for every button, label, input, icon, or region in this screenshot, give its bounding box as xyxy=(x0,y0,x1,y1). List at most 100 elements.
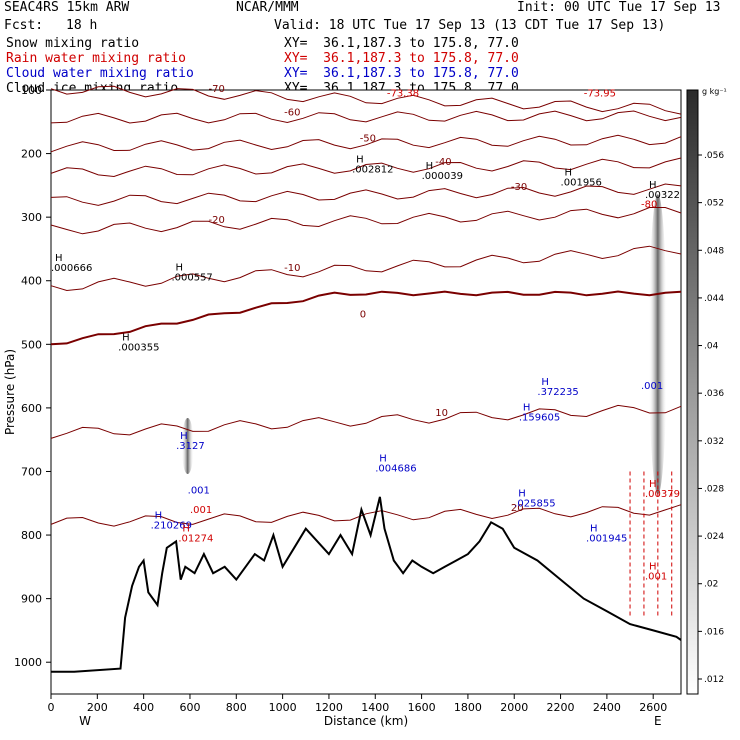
temp-contour--40 xyxy=(50,157,682,178)
cloud-water-max-label-4: .004686 xyxy=(375,463,416,474)
temp-label--10: -10 xyxy=(284,263,300,274)
rain-max-H-0: H xyxy=(182,523,190,534)
temp-contour--20 xyxy=(50,207,682,235)
cloud-water-max-H-0: H xyxy=(180,431,188,442)
temp-contour--60 xyxy=(50,110,682,124)
misc-label-2: .001 xyxy=(188,486,210,497)
misc-label-0: -73.38 xyxy=(387,88,419,99)
misc-label-4: .001 xyxy=(641,381,663,392)
cloud-water-max-H-2: H xyxy=(541,377,549,388)
cloud-water-max-H-1: H xyxy=(155,511,163,522)
x-tick-label-200: 200 xyxy=(87,701,108,714)
temp-label--50: -50 xyxy=(360,133,376,144)
misc-label-1: -73.95 xyxy=(584,88,616,99)
colorbar-unit: g kg⁻¹ xyxy=(702,87,727,96)
rain-max-H-2: H xyxy=(649,562,657,573)
y-axis-label: Pressure (hPa) xyxy=(3,349,17,435)
colorbar-label-11: .012 xyxy=(704,675,724,685)
field-xy-rain: XY= 36.1,187.3 to 175.8, 77.0 xyxy=(284,51,519,66)
x-tick-label-1400: 1400 xyxy=(361,701,389,714)
cloud-water-max-label-3: .159605 xyxy=(519,413,560,424)
cloud-water-max-label-1: .210269 xyxy=(151,521,192,532)
colorbar-label-1: .052 xyxy=(704,199,724,209)
x-tick-label-1600: 1600 xyxy=(408,701,436,714)
y-tick-label-1000: 1000 xyxy=(14,656,42,669)
x-tick-label-800: 800 xyxy=(226,701,247,714)
model-name: SEAC4RS 15km ARW xyxy=(4,0,130,15)
temp-contour-10 xyxy=(50,404,682,439)
cloud-water-max-H-3: H xyxy=(523,403,531,414)
org-name: NCAR/MMM xyxy=(236,0,299,15)
temp-label-20: 20 xyxy=(511,503,524,514)
temp-contour--70 xyxy=(50,85,682,115)
snow-max-label-2: .001956 xyxy=(561,177,602,188)
fcst-label: Fcst: xyxy=(4,18,44,33)
x-tick-label-600: 600 xyxy=(179,701,200,714)
x-tick-label-0: 0 xyxy=(48,701,55,714)
x-tick-label-2400: 2400 xyxy=(593,701,621,714)
cloud-water-max-H-6: H xyxy=(590,523,598,534)
snow-max-H-3: H xyxy=(649,180,657,191)
misc-label-5: -80 xyxy=(641,200,657,211)
temp-label--60: -60 xyxy=(284,107,300,118)
colorbar-label-9: .02 xyxy=(704,580,718,590)
field-name-cloud-water: Cloud water mixing ratio xyxy=(6,66,194,81)
rain-max-label-1: .00379 xyxy=(645,489,680,500)
temp-label--40: -40 xyxy=(435,157,451,168)
temp-label--30: -30 xyxy=(511,182,527,193)
cloud-water-max-label-2: .372235 xyxy=(537,387,578,398)
snow-max-label-1: .000039 xyxy=(422,171,463,182)
cloud-water-max-label-0: .3127 xyxy=(176,441,205,452)
y-tick-label-100: 100 xyxy=(21,84,42,97)
fcst-value: 18 h xyxy=(66,18,98,33)
x-axis-label: Distance (km) xyxy=(324,714,408,728)
temp-label-0: 0 xyxy=(360,309,366,320)
y-tick-label-600: 600 xyxy=(21,402,42,415)
rain-max-label-2: .001 xyxy=(645,572,667,583)
temp-contour-20 xyxy=(50,504,682,527)
y-tick-label-700: 700 xyxy=(21,465,42,478)
snow-max-H-1: H xyxy=(426,161,434,172)
colorbar-label-6: .032 xyxy=(704,437,724,447)
colorbar-label-8: .024 xyxy=(704,532,724,542)
snow-max-label-0: .002812 xyxy=(352,165,393,176)
x-tick-label-2600: 2600 xyxy=(639,701,667,714)
rain-max-label-0: .01274 xyxy=(178,533,213,544)
colorbar-label-0: .056 xyxy=(704,151,724,161)
rain-max-H-1: H xyxy=(649,479,657,490)
field-name-snow: Snow mixing ratio xyxy=(6,36,140,51)
x-tick-label-2000: 2000 xyxy=(500,701,528,714)
snow-max-label-4: .000666 xyxy=(51,263,92,274)
cloud-water-max-H-4: H xyxy=(379,453,387,464)
init-time: Init: 00 UTC Tue 17 Sep 13 xyxy=(517,0,721,15)
snow-max-H-2: H xyxy=(565,167,573,178)
colorbar-label-5: .036 xyxy=(704,389,724,399)
endpoint-right: E xyxy=(654,714,662,728)
misc-label-3: .001 xyxy=(190,505,212,516)
temp-label-10: 10 xyxy=(435,408,448,419)
snow-max-H-5: H xyxy=(175,263,183,274)
temp-contour--50 xyxy=(50,134,682,153)
temp-contour-0 xyxy=(50,290,682,346)
x-tick-label-1200: 1200 xyxy=(315,701,343,714)
snow-shade-west xyxy=(181,418,194,475)
temp-label--20: -20 xyxy=(209,215,225,226)
y-tick-label-500: 500 xyxy=(21,338,42,351)
snow-max-H-4: H xyxy=(55,253,63,264)
cloud-water-max-label-5: .025855 xyxy=(514,498,555,509)
field-xy-snow: XY= 36.1,187.3 to 175.8, 77.0 xyxy=(284,36,519,51)
endpoint-left: W xyxy=(79,714,91,728)
y-tick-label-400: 400 xyxy=(21,275,42,288)
terrain-line xyxy=(51,496,682,673)
snow-max-label-6: .000355 xyxy=(118,343,159,354)
temp-contour--30 xyxy=(50,183,682,206)
snow-shade-east xyxy=(648,194,667,495)
colorbar-label-7: .028 xyxy=(704,484,724,494)
cloud-water-max-H-5: H xyxy=(518,488,526,499)
snow-max-H-6: H xyxy=(122,333,130,344)
snow-max-label-3: .00322 xyxy=(645,190,680,201)
x-tick-label-400: 400 xyxy=(133,701,154,714)
field-name-rain: Rain water mixing ratio xyxy=(6,51,187,66)
cloud-water-max-label-6: .001945 xyxy=(586,533,627,544)
